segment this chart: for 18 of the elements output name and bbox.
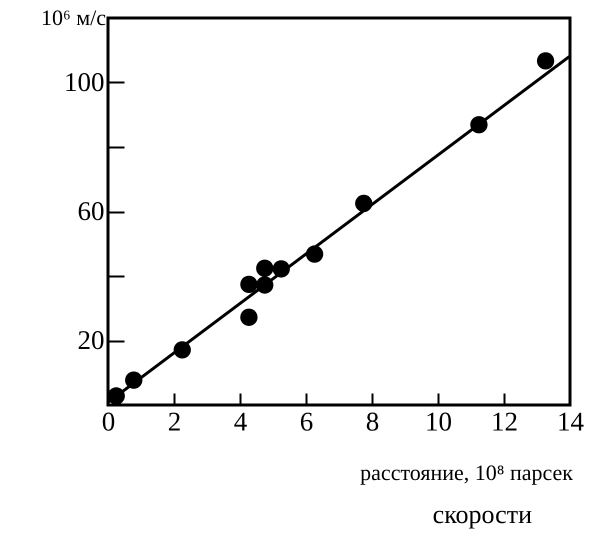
point: [536, 52, 554, 70]
x-tick-label: 12: [491, 406, 518, 436]
point: [240, 308, 258, 326]
x-tick-label: 8: [366, 406, 380, 436]
x-tick-label: 6: [300, 406, 314, 436]
point: [240, 276, 258, 294]
x-tick-label: 4: [234, 406, 248, 436]
text: скорости: [432, 500, 532, 530]
y-axis-title: 10⁶ м/с: [41, 5, 106, 30]
x-axis-title: расстояние, 10⁸ парсек: [360, 460, 574, 485]
x-tick-label: 10: [425, 406, 452, 436]
x-tick-label: 2: [168, 406, 182, 436]
y-tick-label: 100: [64, 67, 104, 97]
y-tick-label: 60: [78, 196, 104, 226]
x-tick-label: 14: [557, 406, 584, 436]
x-tick-label: 0: [102, 406, 116, 436]
y-tick-label: 20: [78, 325, 104, 355]
point: [256, 260, 274, 277]
